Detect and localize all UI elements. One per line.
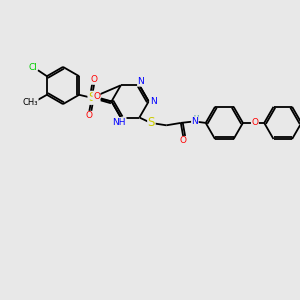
Text: Cl: Cl xyxy=(28,63,37,72)
Text: S: S xyxy=(148,116,155,129)
Text: H: H xyxy=(193,115,198,121)
Text: N: N xyxy=(137,77,144,86)
Text: N: N xyxy=(191,117,198,126)
Text: O: O xyxy=(93,92,100,101)
Text: O: O xyxy=(86,111,93,120)
Text: N: N xyxy=(150,97,157,106)
Text: NH: NH xyxy=(112,118,126,127)
Text: CH₃: CH₃ xyxy=(22,98,38,107)
Text: O: O xyxy=(251,118,258,127)
Text: S: S xyxy=(88,91,95,104)
Text: O: O xyxy=(180,136,187,146)
Text: O: O xyxy=(91,75,98,84)
Text: NH: NH xyxy=(112,118,125,127)
